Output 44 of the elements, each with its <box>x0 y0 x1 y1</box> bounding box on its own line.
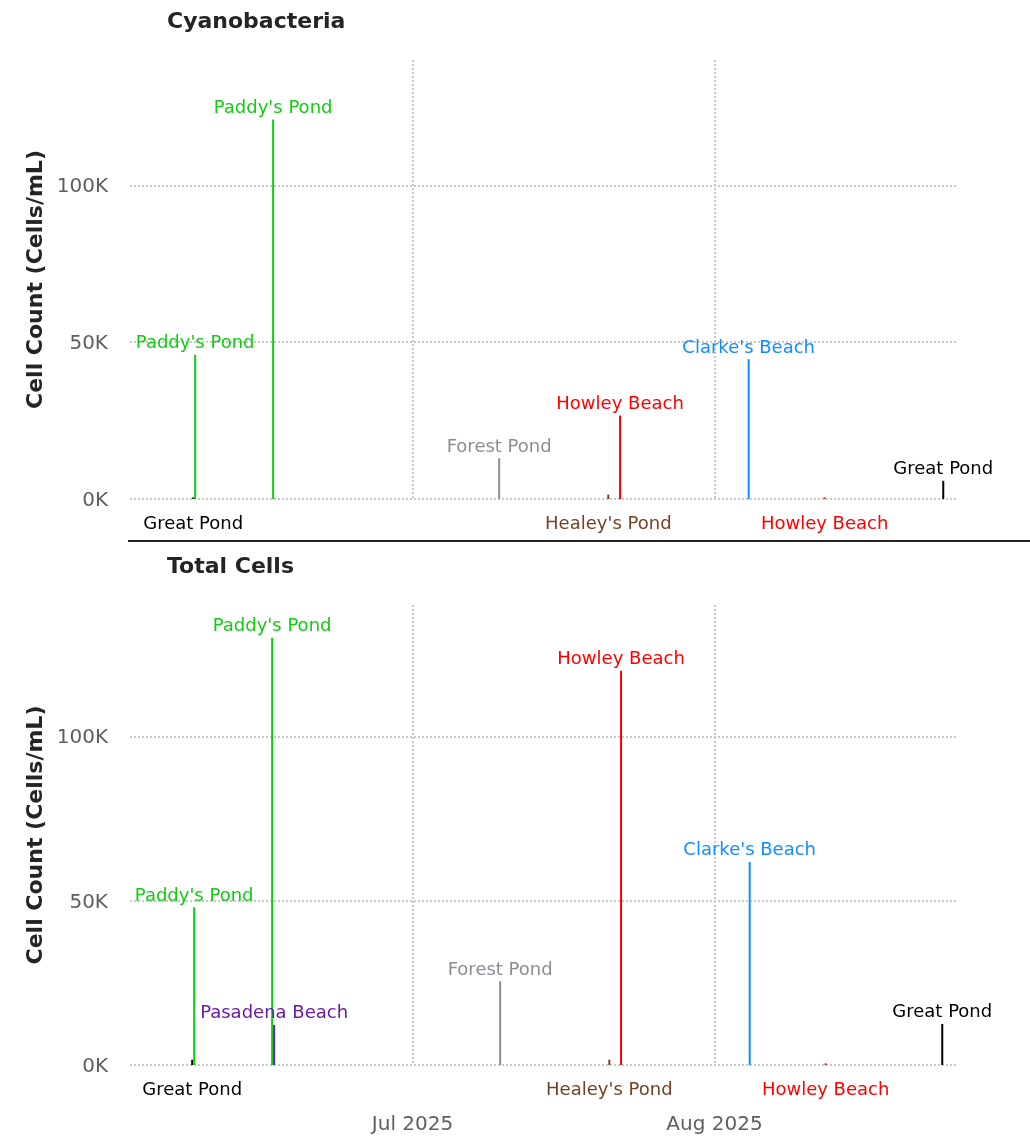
y-axis-title: Cell Count (Cells/mL) <box>22 705 48 965</box>
text: Paddy's Pond <box>213 96 333 118</box>
bar <box>620 670 623 1065</box>
bar <box>191 1059 194 1065</box>
series-label: Howley Beach <box>557 647 685 669</box>
series-label: Paddy's Pond <box>134 883 254 905</box>
series-label: Clarke's Beach <box>682 335 816 357</box>
text: Great Pond <box>142 1077 243 1099</box>
y-axis-title: Cell Count (Cells/mL) <box>22 150 48 409</box>
y-tick-label: 0K <box>82 1053 109 1077</box>
bar <box>747 359 750 499</box>
series-label: Forest Pond <box>446 434 552 456</box>
series-label: Healey's Pond <box>545 511 672 533</box>
bar <box>194 354 197 499</box>
bar <box>619 415 622 499</box>
text: Great Pond <box>143 511 244 533</box>
bar <box>748 861 751 1065</box>
series-label: Howley Beach <box>556 392 684 414</box>
y-tick-label: 100K <box>56 724 109 749</box>
bar <box>942 480 945 499</box>
bar <box>499 981 502 1065</box>
series-label: Great Pond <box>892 1000 993 1022</box>
x-tick-label: Aug 2025 <box>666 1111 763 1135</box>
series-label: Great Pond <box>893 457 994 479</box>
series-label: Clarke's Beach <box>683 838 817 860</box>
series-label: Paddy's Pond <box>135 331 255 353</box>
chart-title: Total Cells <box>167 552 295 578</box>
text: Paddy's Pond <box>212 614 332 636</box>
text: Howley Beach <box>760 511 889 533</box>
bar <box>193 907 196 1065</box>
text: Howley Beach <box>761 1077 890 1099</box>
x-tick-label: Jul 2025 <box>369 1111 454 1135</box>
series-label: Forest Pond <box>447 957 553 979</box>
y-tick-label: 100K <box>56 173 109 198</box>
series-label: Healey's Pond <box>546 1077 673 1099</box>
y-tick-label: 0K <box>82 487 109 511</box>
bar <box>273 1024 276 1065</box>
bar <box>272 119 275 499</box>
chart-title: Cyanobacteria <box>167 7 346 33</box>
y-tick-label: 50K <box>69 888 109 913</box>
y-tick-label: 50K <box>69 330 109 355</box>
bar <box>941 1023 944 1065</box>
bar <box>608 1059 611 1065</box>
bar <box>498 458 501 499</box>
